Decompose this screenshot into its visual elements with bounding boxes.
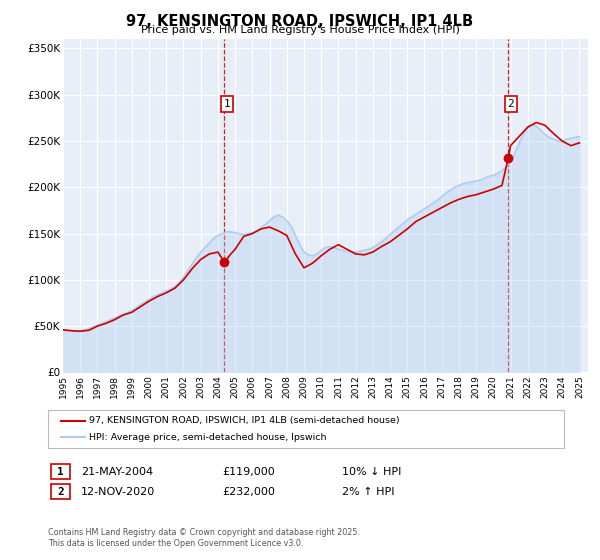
Text: Contains HM Land Registry data © Crown copyright and database right 2025.
This d: Contains HM Land Registry data © Crown c… (48, 528, 360, 548)
Text: 1: 1 (224, 99, 230, 109)
Text: 2% ↑ HPI: 2% ↑ HPI (342, 487, 395, 497)
Text: 1: 1 (57, 466, 64, 477)
Text: 12-NOV-2020: 12-NOV-2020 (81, 487, 155, 497)
Text: 2: 2 (508, 99, 514, 109)
Text: 2: 2 (57, 487, 64, 497)
Text: £232,000: £232,000 (222, 487, 275, 497)
Text: 97, KENSINGTON ROAD, IPSWICH, IP1 4LB (semi-detached house): 97, KENSINGTON ROAD, IPSWICH, IP1 4LB (s… (89, 416, 400, 425)
Text: HPI: Average price, semi-detached house, Ipswich: HPI: Average price, semi-detached house,… (89, 433, 326, 442)
Text: 21-MAY-2004: 21-MAY-2004 (81, 466, 153, 477)
Text: £119,000: £119,000 (222, 466, 275, 477)
Text: 97, KENSINGTON ROAD, IPSWICH, IP1 4LB: 97, KENSINGTON ROAD, IPSWICH, IP1 4LB (127, 14, 473, 29)
Text: 10% ↓ HPI: 10% ↓ HPI (342, 466, 401, 477)
Text: Price paid vs. HM Land Registry's House Price Index (HPI): Price paid vs. HM Land Registry's House … (140, 25, 460, 35)
